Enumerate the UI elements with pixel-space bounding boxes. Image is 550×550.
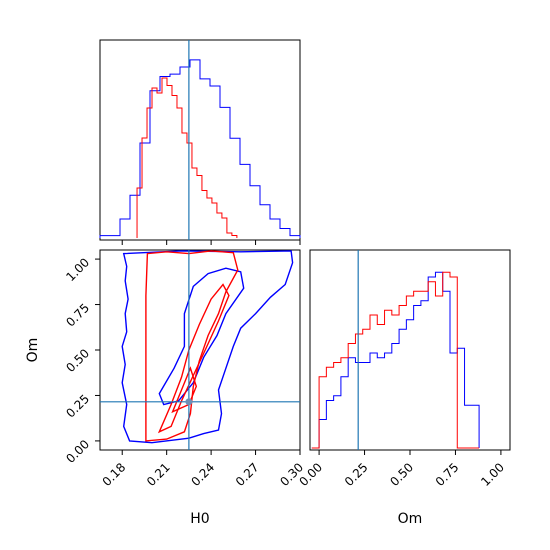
- om-y-tick-label: 0.25: [63, 392, 92, 421]
- joint-contour-red-inner: [171, 366, 198, 414]
- om-hist-red: [311, 271, 480, 449]
- om-x-tick-label: 0.50: [387, 460, 416, 489]
- h0-marginal-histogram: [99, 40, 301, 240]
- om-hist-blue: [311, 271, 480, 449]
- joint-contour-blue-inner: [158, 267, 245, 406]
- om-x-tick-label: 1.00: [478, 460, 507, 489]
- x-axis-label-om: Om: [398, 511, 423, 527]
- om-y-tick-label: 0.75: [63, 301, 92, 330]
- om-x-tick-label: 0.75: [433, 460, 462, 489]
- joint-truth-marker: [185, 398, 193, 406]
- om-marginal-histogram: [311, 250, 480, 450]
- om-y-tick-label: 0.00: [63, 437, 92, 466]
- h0-hist-blue: [99, 59, 301, 238]
- y-axis-label-om: Om: [25, 338, 41, 363]
- om-x-tick-label: 0.25: [342, 460, 371, 489]
- h0-tick-label: 0.27: [233, 460, 262, 489]
- h0-tick-label: 0.18: [100, 460, 129, 489]
- h0-marginal-frame: [99, 39, 301, 241]
- x-axis-label-h0: H0: [190, 511, 209, 527]
- h0-tick-label: 0.24: [188, 460, 217, 489]
- joint-contour-red-outer: [145, 250, 239, 442]
- om-x-tick-label: 0.00: [296, 460, 325, 489]
- om-y-tick-label: 1.00: [63, 255, 92, 284]
- om-y-tick-label: 0.50: [63, 346, 92, 375]
- joint-contour-red-mid: [157, 283, 230, 434]
- joint-contour-plot: [100, 250, 300, 450]
- om-marginal-frame: [309, 249, 511, 451]
- axis-ticks: 0.18 0.21 0.24 0.27 0.300.000.000.250.250.50…: [63, 240, 507, 489]
- h0-tick-label: 0.21: [144, 460, 173, 489]
- h0-hist-red: [136, 77, 238, 238]
- joint-contour-blue-outer: [121, 250, 294, 444]
